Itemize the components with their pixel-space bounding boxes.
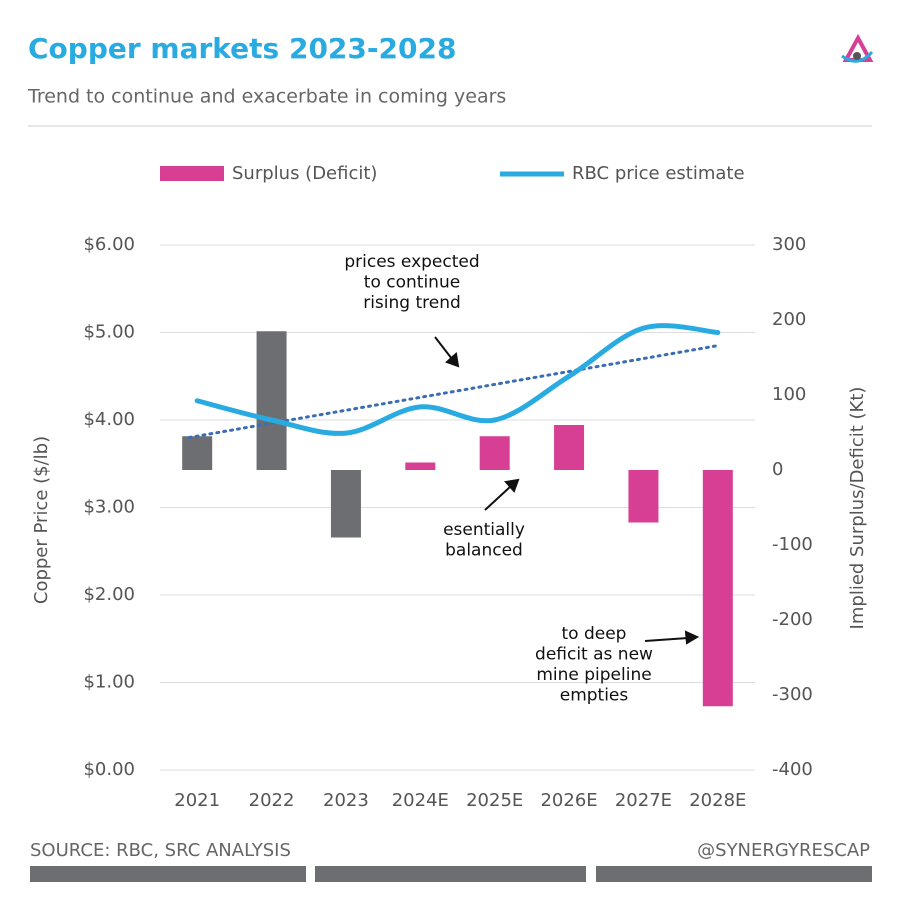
- y-tick-label: $2.00: [83, 584, 135, 605]
- y2-tick-label: -200: [772, 609, 813, 630]
- y2-tick-label: 0: [772, 459, 783, 480]
- y-tick-label: $4.00: [83, 409, 135, 430]
- x-tick-label: 2024E: [392, 790, 449, 811]
- annotation-arrows: [434, 336, 700, 645]
- bar: [182, 436, 213, 470]
- y-tick-label: $6.00: [83, 234, 135, 255]
- footer-bar: [596, 866, 872, 882]
- annotation: rising trend: [363, 293, 461, 313]
- x-tick-label: 2025E: [466, 790, 523, 811]
- bar: [405, 462, 436, 470]
- annotation: empties: [560, 686, 629, 706]
- bar: [554, 425, 585, 470]
- y2-tick-label: 200: [772, 309, 806, 330]
- bar: [479, 436, 510, 470]
- y-tick-label: $0.00: [83, 759, 135, 780]
- y2-tick-label: 300: [772, 234, 806, 255]
- annotation: to continue: [364, 273, 460, 293]
- annotation: balanced: [445, 541, 523, 561]
- logo: [841, 33, 874, 63]
- handle: @SYNERGYRESCAP: [697, 840, 870, 861]
- legend-label: RBC price estimate: [572, 163, 745, 184]
- annotation: deficit as new: [535, 645, 653, 665]
- y-axis-title: Copper Price ($/lb): [31, 436, 52, 604]
- x-tick-label: 2022: [249, 790, 295, 811]
- annotation: prices expected: [344, 252, 479, 272]
- source: SOURCE: RBC, SRC ANALYSIS: [30, 840, 291, 861]
- chart-title: Copper markets 2023-2028: [28, 32, 456, 65]
- bar: [256, 331, 287, 470]
- trend-line: [187, 344, 720, 439]
- y-tick-label: $1.00: [83, 672, 135, 693]
- y-tick-label: $5.00: [83, 322, 135, 343]
- x-tick-label: 2027E: [615, 790, 672, 811]
- x-tick-label: 2028E: [689, 790, 746, 811]
- x-tick-label: 2023: [323, 790, 369, 811]
- bar: [628, 470, 659, 523]
- bar: [702, 470, 733, 707]
- x-tick-label: 2021: [174, 790, 220, 811]
- legend-swatch: [160, 166, 224, 181]
- footer-bar: [315, 866, 586, 882]
- annotation: esentially: [443, 520, 525, 540]
- price-line: [194, 323, 721, 436]
- y2-tick-label: -400: [772, 759, 813, 780]
- y-tick-label: $3.00: [83, 497, 135, 518]
- legend-label: Surplus (Deficit): [232, 163, 377, 184]
- annotation: to deep: [562, 624, 627, 644]
- y2-axis-title: Implied Surplus/Deficit (Kt): [847, 387, 868, 630]
- y2-tick-label: 100: [772, 384, 806, 405]
- annotation: mine pipeline: [536, 665, 651, 685]
- footer-bar: [30, 866, 306, 882]
- x-tick-label: 2026E: [540, 790, 597, 811]
- bar: [330, 470, 361, 538]
- chart-subtitle: Trend to continue and exacerbate in comi…: [27, 86, 506, 108]
- y2-tick-label: -100: [772, 534, 813, 555]
- y2-tick-label: -300: [772, 684, 813, 705]
